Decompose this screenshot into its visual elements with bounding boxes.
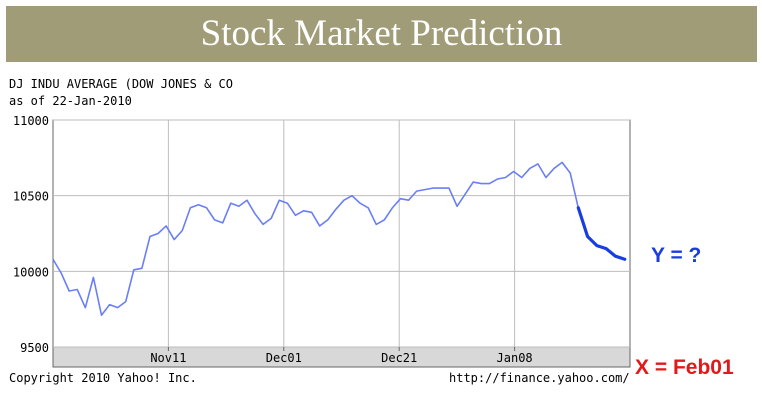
- y-tick-label: 10000: [13, 265, 49, 279]
- y-tick-label: 11000: [13, 114, 49, 128]
- chart-header-symbol: DJ INDU AVERAGE (DOW JONES & CO: [9, 77, 233, 91]
- y-tick-label: 9500: [20, 341, 49, 355]
- x-tick-label: Jan08: [497, 351, 533, 365]
- chart-header-date: as of 22-Jan-2010: [9, 94, 132, 108]
- plot-area: [52, 119, 631, 348]
- banner-title: Stock Market Prediction: [200, 13, 563, 54]
- x-tick-label: Nov11: [150, 351, 186, 365]
- x-tick-label: Dec21: [381, 351, 417, 365]
- x-axis-strip: [52, 346, 631, 368]
- dow-series-line: [52, 161, 580, 317]
- prediction-x-label: X = Feb01: [635, 356, 734, 379]
- y-tick-label: 10500: [13, 190, 49, 204]
- x-tick-label: Dec01: [266, 351, 302, 365]
- copyright-text: Copyright 2010 Yahoo! Inc.: [9, 371, 197, 385]
- source-url[interactable]: http://finance.yahoo.com/: [449, 371, 630, 385]
- prediction-y-label: Y = ?: [651, 244, 702, 267]
- prediction-series-line: [576, 206, 627, 261]
- title-banner: Stock Market Prediction: [6, 6, 757, 62]
